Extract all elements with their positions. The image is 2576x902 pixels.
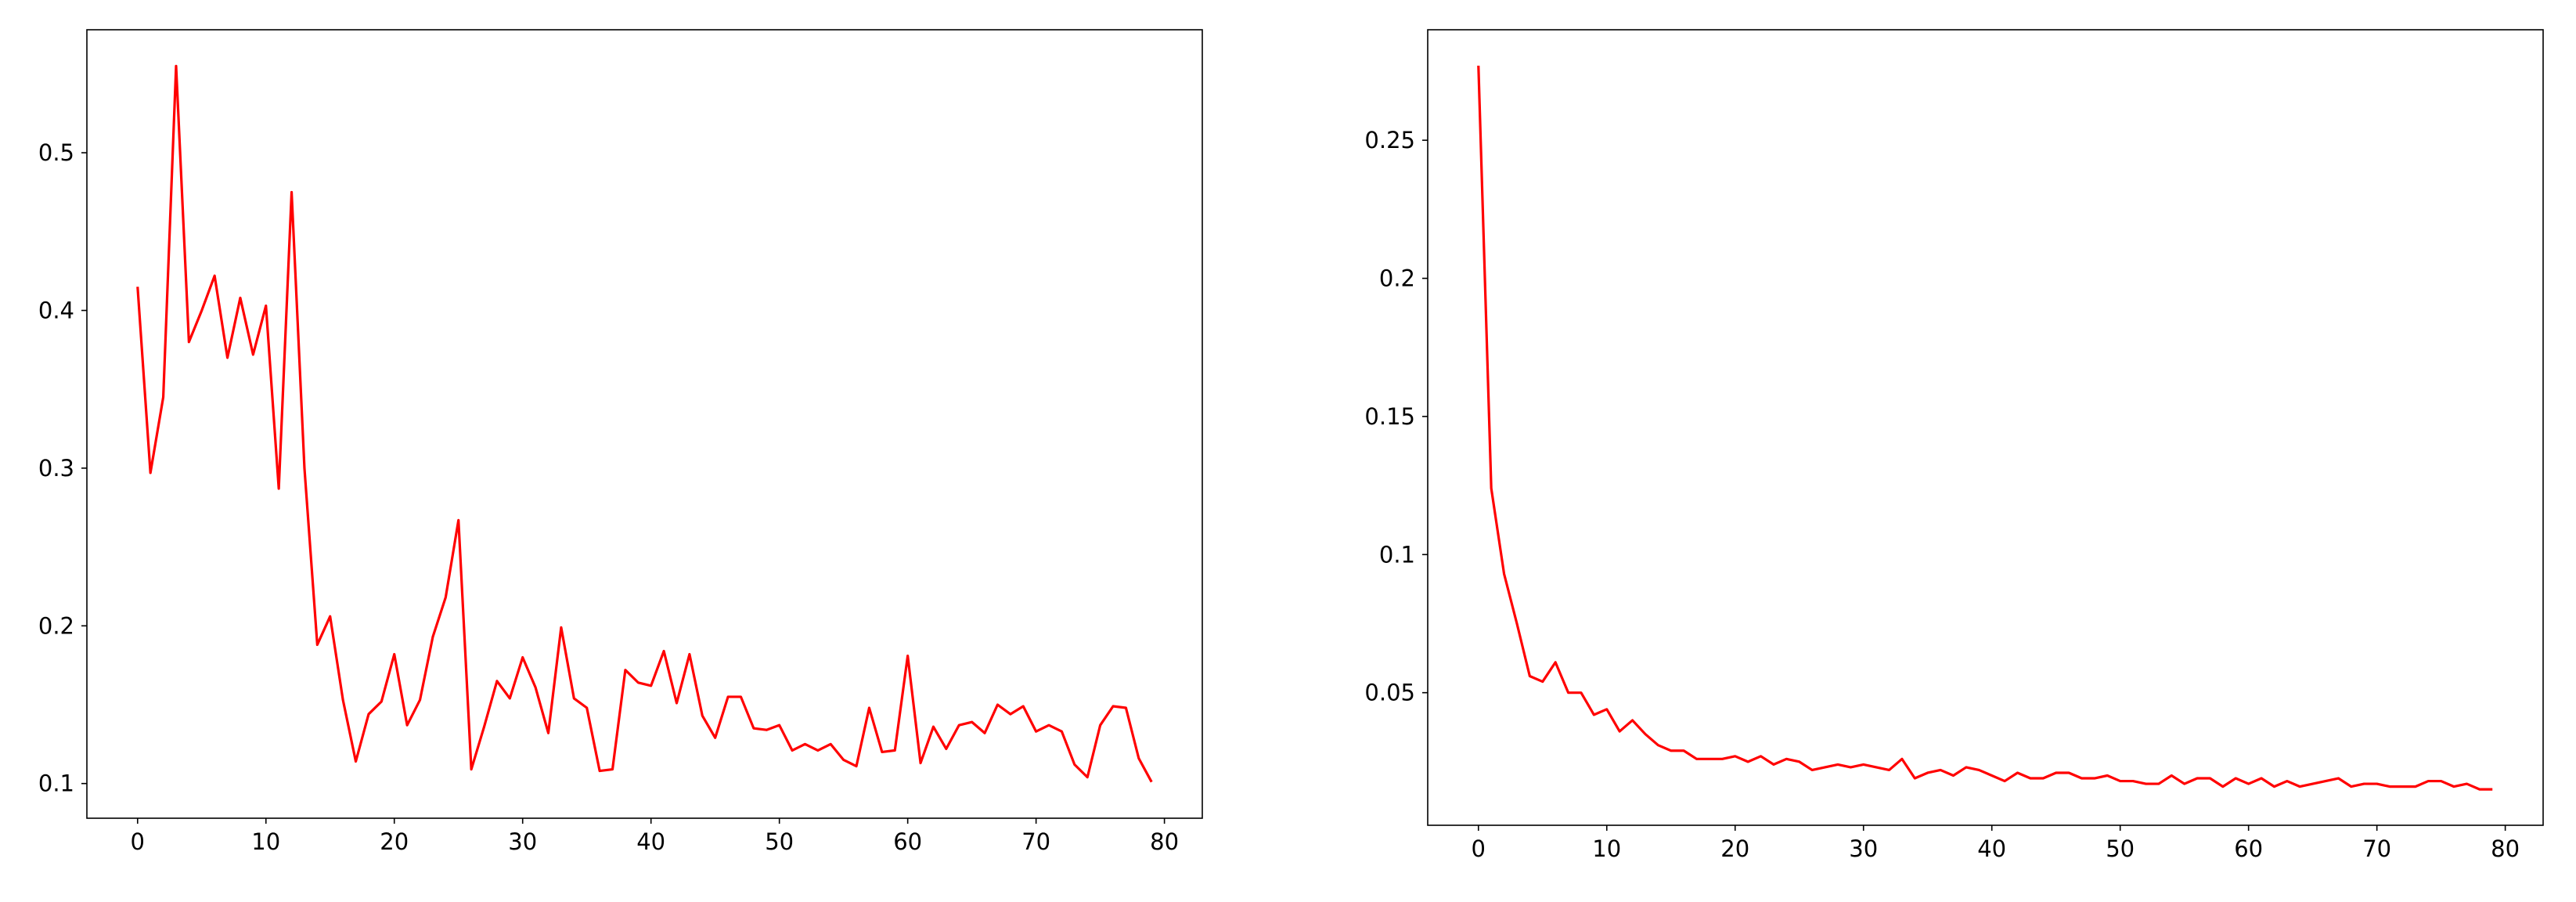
x-tick-label: 10 (251, 828, 280, 855)
x-tick-label: 70 (2362, 835, 2391, 862)
x-tick-label: 40 (636, 828, 665, 855)
x-tick-label: 20 (1720, 835, 1749, 862)
y-tick-label: 0.5 (38, 139, 74, 166)
x-tick-label: 50 (2106, 835, 2135, 862)
axes-frame (1427, 29, 2544, 826)
y-tick-label: 0.25 (1364, 127, 1415, 153)
x-tick-label: 60 (893, 828, 922, 855)
y-tick-label: 0.4 (38, 297, 74, 323)
y-tick-label: 0.2 (1379, 265, 1415, 292)
x-tick-label: 70 (1021, 828, 1050, 855)
x-tick-label: 30 (508, 828, 537, 855)
axes-frame (86, 29, 1203, 819)
y-tick-label: 0.1 (1379, 541, 1415, 568)
y-tick-label: 0.2 (38, 612, 74, 639)
x-tick-label: 10 (1592, 835, 1621, 862)
x-tick-label: 40 (1977, 835, 2006, 862)
x-tick-label: 0 (1472, 835, 1486, 862)
y-tick-label: 0.05 (1364, 680, 1415, 706)
data-line (136, 64, 1153, 783)
x-tick-label: 80 (2491, 835, 2520, 862)
x-tick-label: 20 (380, 828, 409, 855)
x-tick-label: 30 (1849, 835, 1878, 862)
y-tick-label: 0.15 (1364, 403, 1415, 430)
x-tick-label: 80 (1150, 828, 1179, 855)
y-tick-label: 0.1 (38, 770, 74, 797)
x-tick-label: 0 (131, 828, 145, 855)
data-line (1477, 65, 2493, 791)
x-tick-label: 60 (2234, 835, 2263, 862)
y-tick-label: 0.3 (38, 455, 74, 482)
x-tick-label: 50 (765, 828, 794, 855)
